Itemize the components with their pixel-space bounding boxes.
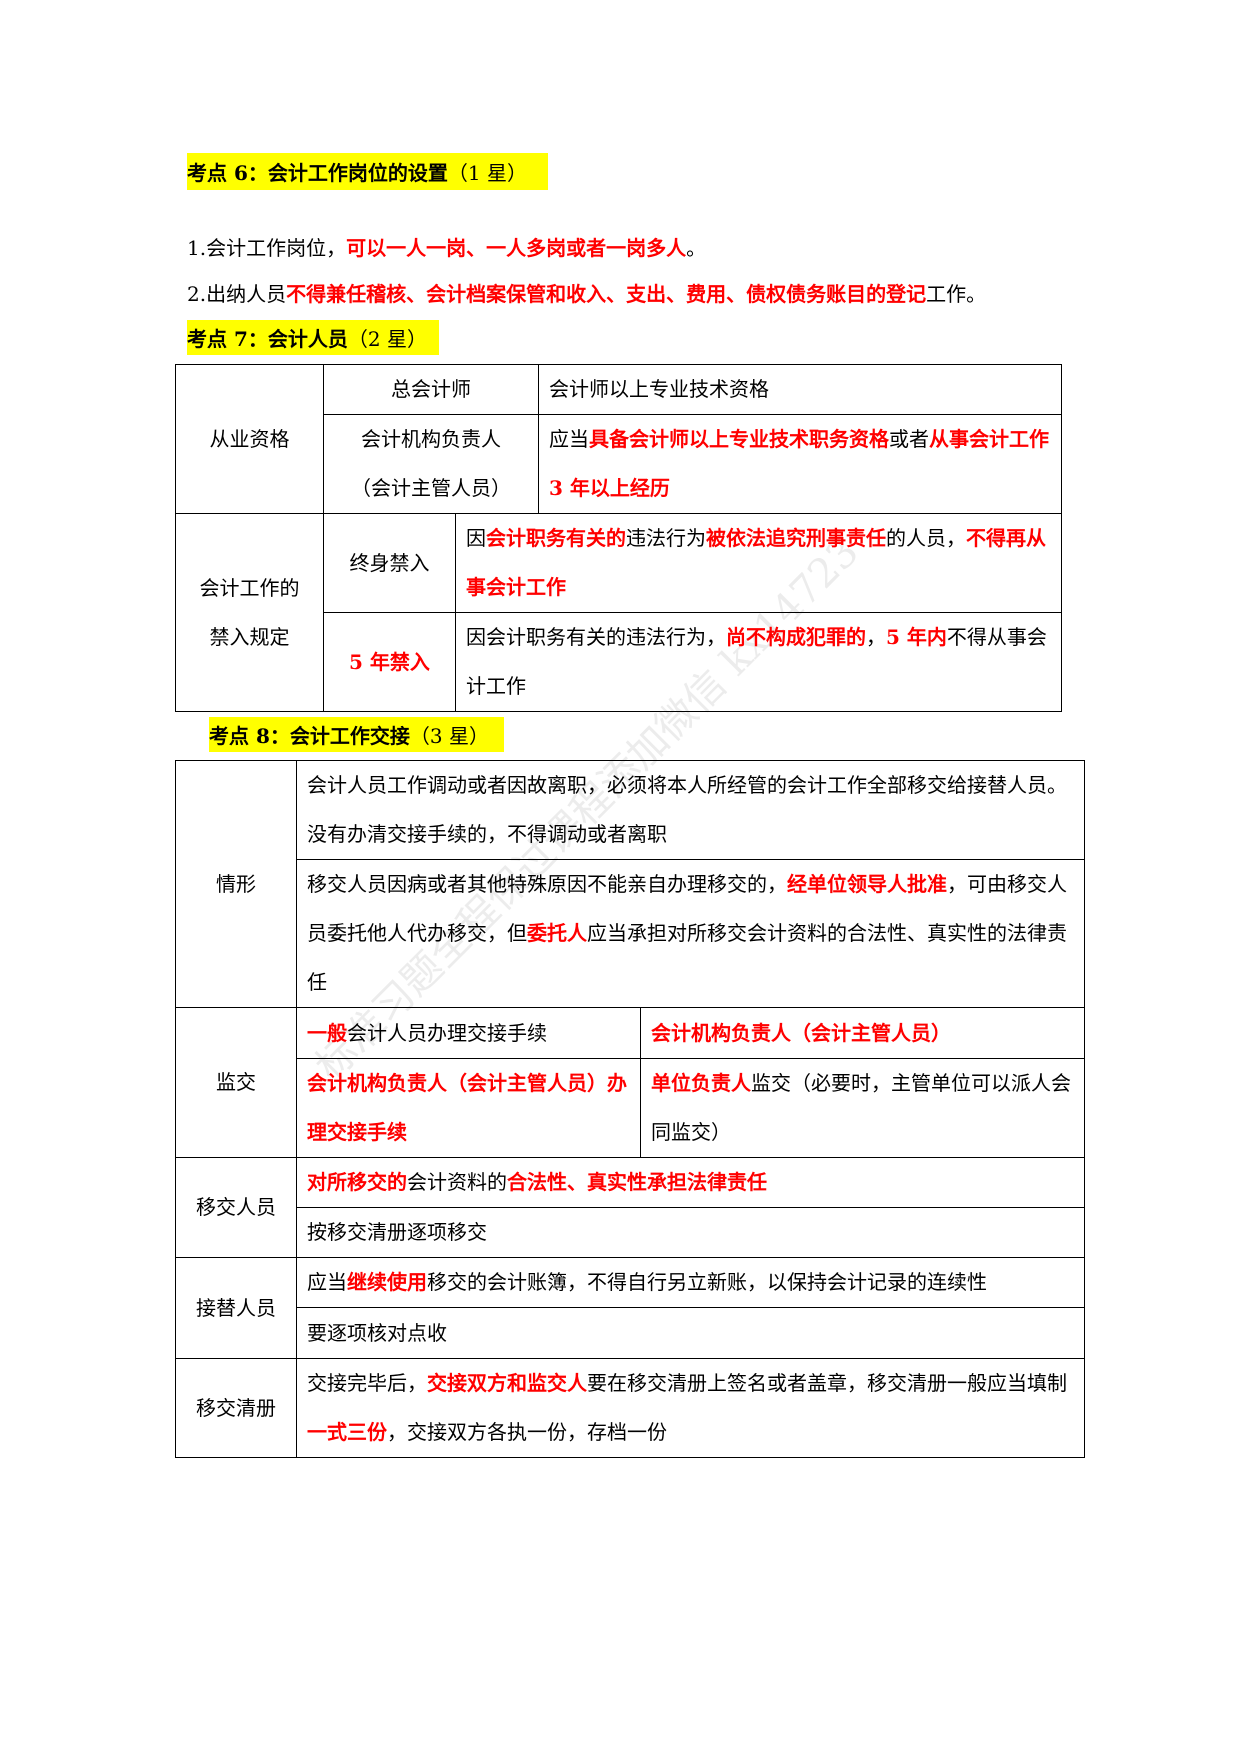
text-segment: ，可由移交人员委托他人代办移交，但 — [307, 872, 1067, 945]
text-segment: 的人员， — [886, 526, 966, 550]
text-segment: 会计人员工作调动或者因故离职，必须将本人所经管的会计工作全部移交给接替人员。没有… — [307, 773, 1067, 846]
emphasis-text: 经单位领导人批准 — [787, 872, 947, 896]
emphasis-text: 具备会计师以上专业技术职务资格 — [589, 427, 889, 451]
text-segment: 移交人员因病或者其他特殊原因不能亲自办理移交的， — [307, 872, 787, 896]
ban-label-2: 禁入规定 — [209, 624, 290, 649]
heading-point-7: 考点 7：会计人员 （2 星） — [187, 320, 439, 355]
emphasis-text: 一般 — [307, 1020, 347, 1045]
text-segment: 按移交清册逐项移交 — [307, 1220, 487, 1244]
heading-text: 考点 8：会计工作交接 — [209, 724, 410, 748]
cell-supervision-1b: 会计机构负责人（会计主管人员） — [640, 1007, 1085, 1059]
heading-stars: （2 星） — [347, 327, 427, 351]
text-segment: 要逐项核对点收 — [307, 1320, 447, 1345]
cell-successor-2: 要逐项核对点收 — [296, 1307, 1085, 1359]
text-segment: 或者 — [889, 427, 929, 451]
heading-text: 考点 7：会计人员 — [187, 327, 348, 351]
cell-chief-requirement: 会计师以上专业技术资格 — [538, 364, 1062, 415]
cell-supervision-2a: 会计机构负责人（会计主管人员）办理交接手续 — [296, 1058, 641, 1158]
text-segment: 应当承担对所移交会计资料的合法性、真实性的法律责任 — [307, 921, 1067, 994]
heading-stars: （3 星） — [409, 724, 489, 748]
paragraph-2: 2.出纳人员不得兼任稽核、会计档案保管和收入、支出、费用、债权债务账目的登记工作… — [187, 278, 986, 307]
cell-lifetime-desc: 因会计职务有关的违法行为被依法追究刑事责任的人员，不得再从事会计工作 — [455, 513, 1062, 613]
emphasis-text: 尚不构成犯罪的 — [726, 625, 866, 649]
cell-five-year-desc: 因会计职务有关的违法行为，尚不构成犯罪的，5 年内不得从事会计工作 — [455, 612, 1062, 712]
cell-situation: 情形 — [175, 760, 297, 1008]
emphasis-text: 一式三份 — [307, 1420, 387, 1444]
cell-lifetime-ban: 终身禁入 — [323, 513, 456, 613]
emphasis-text: 从事会计工作 3 年以上经历 — [549, 427, 1049, 500]
cell-handover-1: 对所移交的会计资料的合法性、真实性承担法律责任 — [296, 1157, 1085, 1208]
cell-five-year-ban: 5 年禁入 — [323, 612, 456, 712]
emphasis-text: 可以一人一岗、一人多岗或者一岗多人 — [346, 236, 687, 260]
text-segment: 会计师以上专业技术资格 — [549, 377, 769, 401]
emphasis-text: 合法性、真实性承担法律责任 — [507, 1170, 767, 1194]
head-label: 会计机构负责人 — [361, 427, 501, 451]
heading-point-8: 考点 8：会计工作交接 （3 星） — [209, 717, 504, 752]
emphasis-text: 对所移交的 — [307, 1170, 407, 1194]
cell-supervision: 监交 — [175, 1007, 297, 1158]
text-segment: 不得从事会计工作 — [466, 625, 1047, 698]
text-segment: 会计资料的 — [407, 1170, 507, 1194]
text-segment: 要在移交清册上签名或者盖章，移交清册一般应当填制 — [587, 1371, 1067, 1395]
cell-qualification: 从业资格 — [175, 364, 324, 514]
text-segment: 违法行为 — [626, 526, 706, 550]
cell-successor-1: 应当继续使用移交的会计账簿，不得自行另立新账，以保持会计记录的连续性 — [296, 1257, 1085, 1308]
text-segment: 应当 — [307, 1270, 347, 1294]
emphasis-text: 会计机构负责人（会计主管人员）办理交接手续 — [307, 1071, 627, 1144]
text-segment: 会计人员办理交接手续 — [347, 1020, 547, 1045]
cell-supervision-2b: 单位负责人监交（必要时，主管单位可以派人会同监交） — [640, 1058, 1085, 1158]
text-segment: 因会计职务有关的违法行为， — [466, 625, 726, 649]
text-segment: 2.出纳人员 — [187, 282, 287, 306]
cell-handover-2: 按移交清册逐项移交 — [296, 1207, 1085, 1258]
emphasis-text: 单位负责人 — [651, 1071, 751, 1095]
text-segment: 移交的会计账簿，不得自行另立新账，以保持会计记录的连续性 — [427, 1270, 987, 1294]
paragraph-1: 1.会计工作岗位，可以一人一岗、一人多岗或者一岗多人。 — [187, 232, 706, 261]
cell-chief-accountant: 总会计师 — [323, 364, 539, 415]
cell-handover-list-desc: 交接完毕后，交接双方和监交人要在移交清册上签名或者盖章，移交清册一般应当填制一式… — [296, 1358, 1085, 1458]
text-segment: 因 — [466, 526, 486, 550]
cell-supervision-1a: 一般会计人员办理交接手续 — [296, 1007, 641, 1059]
accountant-table: 从业资格 总会计师 会计师以上专业技术资格 会计机构负责人 （会计主管人员） 应当… — [175, 364, 1062, 712]
heading-stars: （1 星） — [447, 161, 527, 185]
cell-ban-rules: 会计工作的 禁入规定 — [175, 513, 324, 712]
emphasis-text: 被依法追究刑事责任 — [706, 526, 886, 550]
cell-handover-list: 移交清册 — [175, 1358, 297, 1458]
text-segment: 工作。 — [926, 282, 987, 306]
handover-table: 情形 会计人员工作调动或者因故离职，必须将本人所经管的会计工作全部移交给接替人员… — [175, 760, 1085, 1458]
emphasis-text: 不得再从事会计工作 — [466, 526, 1046, 599]
heading-point-6: 考点 6：会计工作岗位的设置 （1 星） — [187, 153, 548, 190]
emphasis-text: 委托人 — [527, 921, 587, 945]
emphasis-text: 会计机构负责人（会计主管人员） — [651, 1020, 951, 1045]
ban-label: 会计工作的 — [199, 575, 300, 600]
text-segment: 监交（必要时，主管单位可以派人会同监交） — [651, 1071, 1071, 1144]
cell-situation-2: 移交人员因病或者其他特殊原因不能亲自办理移交的，经单位领导人批准，可由移交人员委… — [296, 859, 1085, 1008]
text-segment: 交接完毕后， — [307, 1371, 427, 1395]
text-segment: 1.会计工作岗位， — [187, 236, 347, 260]
emphasis-text: 继续使用 — [347, 1270, 427, 1294]
emphasis-text: 5 年内 — [886, 625, 947, 649]
text-segment: ，交接双方各执一份，存档一份 — [387, 1420, 667, 1444]
cell-situation-1: 会计人员工作调动或者因故离职，必须将本人所经管的会计工作全部移交给接替人员。没有… — [296, 760, 1085, 860]
text-segment: 。 — [686, 236, 707, 260]
head-label-alt: （会计主管人员） — [351, 476, 511, 500]
cell-handover-person: 移交人员 — [175, 1157, 297, 1258]
cell-head-requirement: 应当具备会计师以上专业技术职务资格或者从事会计工作 3 年以上经历 — [538, 414, 1062, 514]
emphasis-text: 交接双方和监交人 — [427, 1371, 587, 1395]
text-segment: 应当 — [549, 427, 589, 451]
cell-department-head: 会计机构负责人 （会计主管人员） — [323, 414, 539, 514]
heading-text: 考点 6：会计工作岗位的设置 — [187, 161, 448, 185]
cell-successor: 接替人员 — [175, 1257, 297, 1359]
emphasis-text: 不得兼任稽核、会计档案保管和收入、支出、费用、债权债务账目的登记 — [286, 282, 927, 306]
emphasis-text: 会计职务有关的 — [486, 526, 626, 550]
text-segment: ， — [866, 625, 886, 649]
